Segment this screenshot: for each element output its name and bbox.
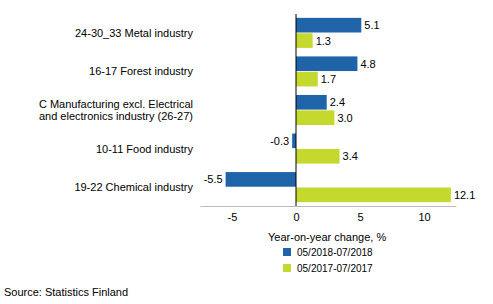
y-tick-label: 24-30_33 Metal industry bbox=[75, 27, 194, 39]
bar bbox=[296, 33, 313, 48]
data-label: 5.1 bbox=[364, 19, 379, 31]
bar bbox=[296, 110, 334, 125]
x-tick: 10 bbox=[418, 206, 430, 223]
data-label: 4.8 bbox=[360, 58, 375, 70]
data-label: 12.1 bbox=[454, 189, 475, 201]
x-tick-label: 10 bbox=[418, 211, 430, 223]
y-tick-label: 16-17 Forest industry bbox=[89, 65, 193, 77]
x-tick: -5 bbox=[228, 206, 238, 223]
source: Source: Statistics Finland bbox=[4, 286, 128, 298]
data-label: -0.3 bbox=[270, 135, 289, 147]
x-axis-title: Year-on-year change, % bbox=[268, 231, 386, 243]
data-label: 3.0 bbox=[337, 112, 352, 124]
x-axis: -5 0 5 10 bbox=[201, 206, 457, 223]
data-label: -5.5 bbox=[204, 173, 223, 185]
y-tick-label: C Manufacturing excl. Electricaland elec… bbox=[39, 98, 193, 122]
bar bbox=[296, 149, 340, 164]
data-label: 1.7 bbox=[321, 73, 336, 85]
x-tick-label: 0 bbox=[293, 211, 299, 223]
x-tick: 5 bbox=[357, 206, 363, 223]
legend-label: 05/2018-07/2018 bbox=[297, 247, 373, 258]
bar bbox=[296, 18, 361, 33]
x-tick: 0 bbox=[293, 206, 299, 223]
bar bbox=[296, 72, 318, 87]
data-labels: 5.1 4.8 2.4 -0.3 -5.5 1.3 1.7 3.0 3.4 12.1 bbox=[204, 19, 476, 201]
y-axis: 24-30_33 Metal industry 16-17 Forest indu… bbox=[39, 27, 194, 193]
x-axis-line bbox=[201, 206, 457, 207]
bar bbox=[292, 134, 296, 149]
bar bbox=[296, 56, 357, 71]
bar bbox=[226, 172, 296, 187]
bar bbox=[296, 187, 451, 202]
legend: 05/2018-07/2018 05/2017-07/2017 bbox=[283, 247, 373, 274]
zero-line bbox=[296, 14, 297, 206]
data-label: 1.3 bbox=[316, 35, 331, 47]
bar bbox=[296, 95, 327, 110]
bars bbox=[226, 18, 451, 202]
data-label: 2.4 bbox=[330, 96, 345, 108]
data-label: 3.4 bbox=[343, 150, 358, 162]
legend-swatch bbox=[283, 264, 291, 272]
x-tick-label: -5 bbox=[228, 211, 238, 223]
legend-label: 05/2017-07/2017 bbox=[297, 263, 373, 274]
legend-swatch bbox=[283, 248, 291, 256]
y-tick-label: 10-11 Food industry bbox=[96, 143, 194, 155]
y-tick-label: 19-22 Chemical industry bbox=[74, 181, 193, 193]
x-tick-label: 5 bbox=[357, 211, 363, 223]
